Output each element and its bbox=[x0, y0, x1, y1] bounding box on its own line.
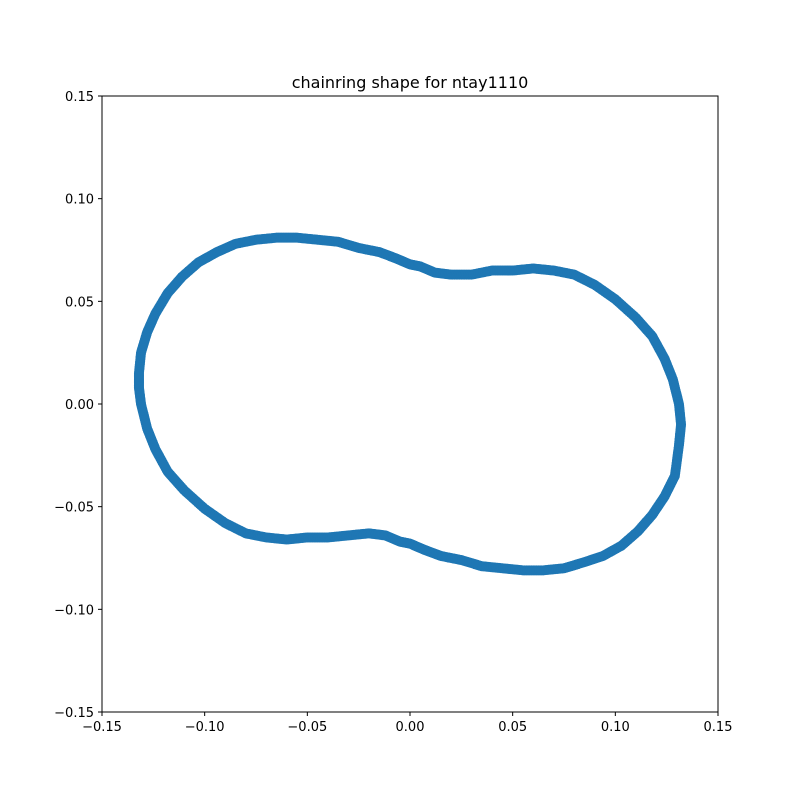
x-axis: −0.15 −0.10 −0.05 0.00 0.05 0.10 0.15 bbox=[82, 712, 732, 735]
y-tick-label: 0.10 bbox=[65, 193, 94, 208]
x-tick-label: 0.10 bbox=[601, 720, 630, 735]
y-tick-label: −0.10 bbox=[54, 603, 94, 618]
x-tick-label: −0.10 bbox=[185, 720, 225, 735]
y-tick-label: 0.15 bbox=[65, 90, 94, 105]
data-point bbox=[133, 369, 144, 380]
y-tick-label: 0.00 bbox=[65, 398, 94, 413]
y-tick-label: 0.05 bbox=[65, 295, 94, 310]
y-tick-label: −0.15 bbox=[54, 706, 94, 721]
chart-title: chainring shape for ntay1110 bbox=[292, 73, 529, 92]
x-tick-label: −0.15 bbox=[82, 720, 122, 735]
x-tick-label: −0.05 bbox=[287, 720, 327, 735]
y-tick-label: −0.05 bbox=[54, 501, 94, 516]
x-tick-label: 0.00 bbox=[396, 720, 425, 735]
points-layer bbox=[133, 232, 687, 576]
y-axis: −0.15 −0.10 −0.05 0.00 0.05 0.10 0.15 bbox=[54, 90, 102, 721]
x-tick-label: 0.05 bbox=[498, 720, 527, 735]
axes-frame bbox=[101, 95, 719, 713]
x-tick-label: 0.15 bbox=[704, 720, 733, 735]
